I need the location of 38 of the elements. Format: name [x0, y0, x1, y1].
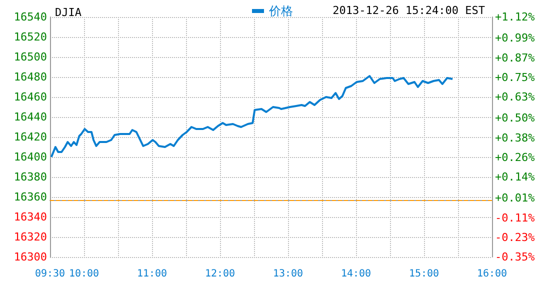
y2-tick-label: +0.01%: [495, 192, 536, 205]
y2-tick-label: -0.11%: [495, 211, 536, 224]
y2-tick-label: +0.50%: [495, 112, 536, 125]
x-tick-label: 13:00: [272, 268, 304, 280]
y2-tick-label: +0.75%: [495, 70, 536, 84]
x-tick-label: 16:00: [476, 268, 508, 280]
y-tick-label: 16440: [14, 110, 47, 124]
y-tick-label: 16420: [14, 130, 47, 144]
y-tick-label: 16380: [14, 170, 47, 184]
y2-tick-label: +0.99%: [495, 32, 536, 45]
y-tick-label: 16540: [14, 10, 47, 24]
y-tick-label: 16400: [14, 150, 47, 164]
x-tick-label: 11:00: [136, 268, 168, 280]
x-tick-label: 09:30: [34, 268, 66, 280]
y-tick-label: 16480: [14, 70, 47, 84]
line-series: [50, 75, 454, 158]
y-tick-label: 16340: [14, 210, 47, 224]
y2-tick-label: +1.12%: [495, 10, 536, 24]
x-tick-label: 15:00: [408, 268, 440, 280]
y-tick-label: 16360: [14, 190, 47, 204]
y-tick-label: 16300: [14, 250, 47, 264]
y2-tick-label: +0.87%: [495, 51, 536, 64]
y2-tick-label: +0.38%: [495, 131, 536, 144]
y-tick-label: 16460: [14, 90, 47, 104]
y2-tick-label: -0.23%: [495, 230, 536, 244]
x-tick-label: 14:00: [340, 268, 372, 280]
chart-title: DJIA: [55, 6, 82, 19]
y2-tick-label: -0.35%: [495, 250, 536, 264]
text: 2013-12-26 15:24:00 EST: [332, 4, 486, 17]
y2-tick-label: +0.14%: [495, 170, 536, 184]
y-tick-label: 16500: [14, 50, 47, 64]
x-tick-label: 12:00: [204, 268, 236, 280]
legend-label: 价格: [268, 4, 293, 18]
y2-tick-label: +0.63%: [495, 90, 536, 104]
y2-tick-label: +0.26%: [495, 150, 536, 164]
y-tick-label: 16520: [14, 30, 47, 44]
y-tick-label: 16320: [14, 230, 47, 244]
x-tick-label: 10:00: [68, 268, 100, 280]
